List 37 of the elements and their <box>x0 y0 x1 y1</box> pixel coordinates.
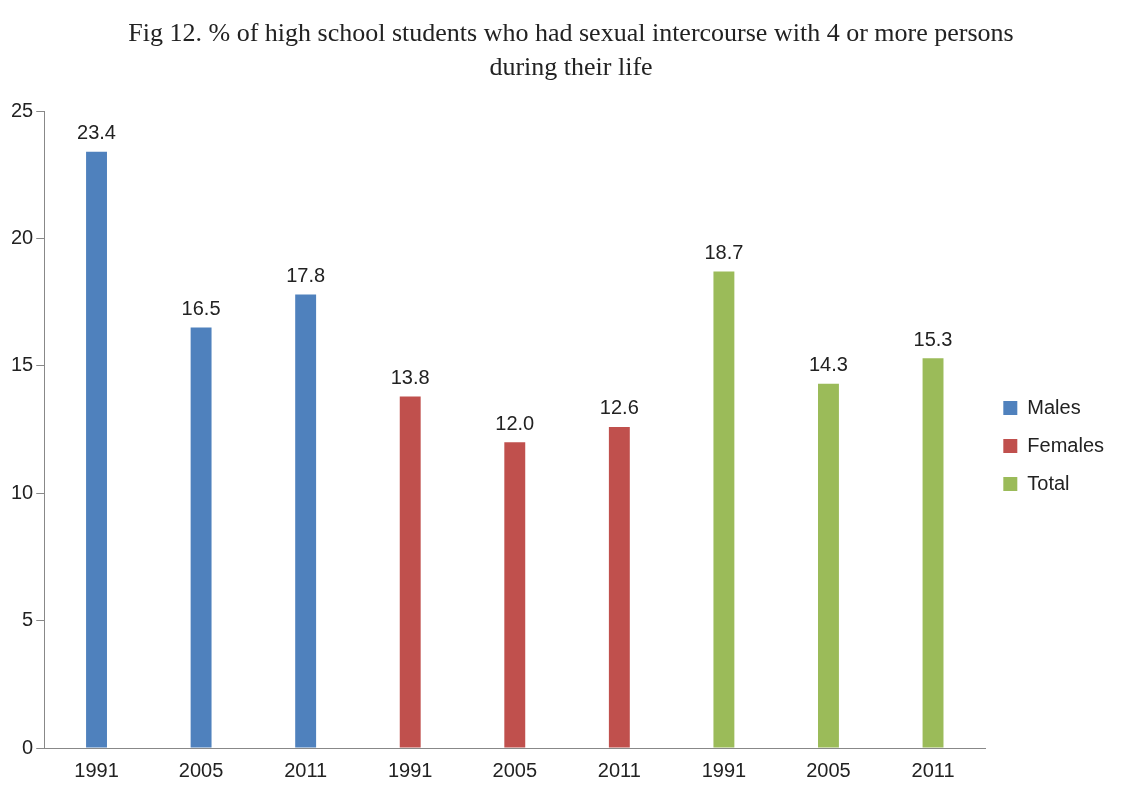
data-label: 18.7 <box>704 241 744 264</box>
y-tick-label: 20 <box>11 225 34 248</box>
data-label: 14.3 <box>809 353 848 376</box>
y-tick-label: 5 <box>22 608 34 631</box>
x-tick-label: 2005 <box>806 758 851 781</box>
data-label: 13.8 <box>390 365 430 388</box>
y-tick-label: 15 <box>11 353 34 376</box>
data-label: 16.5 <box>181 297 221 320</box>
bar <box>818 383 839 748</box>
bar <box>504 442 526 748</box>
x-tick-label: 2011 <box>911 758 955 781</box>
y-tick-label: 25 <box>11 98 34 121</box>
data-label: 23.4 <box>77 121 116 144</box>
legend-label: Males <box>1027 395 1081 418</box>
y-tick-label: 0 <box>22 735 34 758</box>
x-tick-label: 1991 <box>74 758 119 781</box>
x-tick-label: 2011 <box>597 758 641 781</box>
bar <box>190 327 212 748</box>
bar <box>608 426 630 748</box>
legend-label: Total <box>1027 471 1070 494</box>
data-label: 12.6 <box>599 396 639 419</box>
data-label: 12.0 <box>495 411 535 434</box>
bar <box>295 294 317 748</box>
data-label: 15.3 <box>913 327 953 350</box>
x-tick-label: 1991 <box>701 758 747 781</box>
x-tick-label: 2005 <box>492 758 538 781</box>
bar <box>922 358 944 748</box>
bar <box>399 396 421 748</box>
x-tick-label: 2005 <box>178 758 224 781</box>
legend-label: Females <box>1027 433 1105 456</box>
bar <box>713 271 735 748</box>
x-tick-label: 2011 <box>284 758 328 781</box>
chart-title: Fig 12. % of high school students who had sexual intercourse with 4 or more persons during their life <box>127 17 1015 83</box>
bar <box>86 151 107 748</box>
y-tick-label: 10 <box>11 480 34 503</box>
data-label: 17.8 <box>286 263 326 286</box>
x-tick-label: 1991 <box>387 758 433 781</box>
